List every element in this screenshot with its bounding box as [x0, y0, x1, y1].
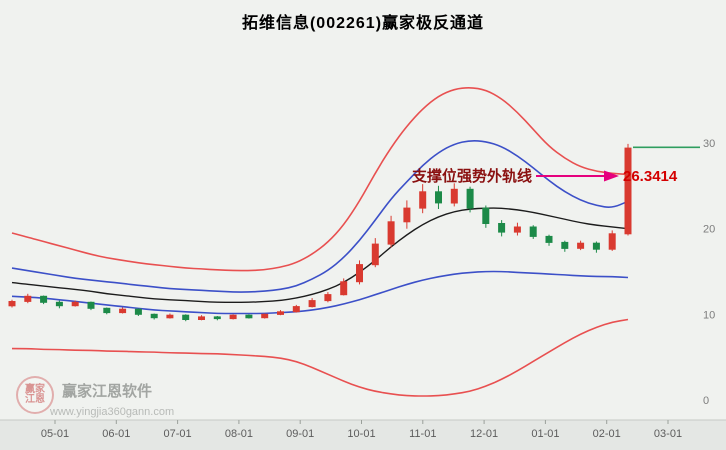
- candle: [87, 301, 95, 311]
- chart-title: 拓维信息(002261)赢家极反通道: [241, 15, 485, 32]
- candle: [277, 310, 284, 316]
- brand-logo-icon: 赢家 江恩: [16, 376, 54, 414]
- candle: [450, 183, 458, 207]
- annotation-value: 26.3414: [623, 168, 678, 185]
- x-axis-band: [0, 420, 726, 450]
- y-axis-label: 30: [703, 138, 715, 150]
- candle: [150, 313, 158, 320]
- band-inner-rail-upper: [11, 139, 629, 293]
- candle: [292, 304, 300, 313]
- x-axis-label: 02-01: [593, 428, 621, 440]
- candle: [340, 278, 348, 296]
- annotation-arrowhead: [604, 170, 619, 182]
- candle: [166, 313, 174, 319]
- candle: [308, 298, 316, 308]
- annotation-label: 支撑位强势外轨线: [411, 167, 532, 185]
- candlesticks: [8, 143, 632, 322]
- candle: [624, 143, 632, 236]
- candle: [466, 186, 474, 213]
- x-axis-label: 03-01: [654, 428, 682, 440]
- x-axis-label: 08-01: [225, 428, 253, 440]
- candle: [529, 225, 537, 239]
- y-axis-label: 10: [703, 309, 715, 321]
- candle: [119, 307, 127, 314]
- candle: [24, 293, 32, 304]
- candle: [513, 222, 521, 236]
- candle: [198, 315, 205, 321]
- candle: [482, 205, 490, 228]
- candle: [245, 314, 253, 319]
- watermark-brand: 赢家江恩软件: [62, 383, 153, 400]
- brand-logo-text-1: 赢家: [25, 383, 45, 395]
- candle: [577, 240, 585, 251]
- candle: [371, 238, 379, 268]
- annotation-group: 支撑位强势外轨线 26.3414: [411, 167, 678, 185]
- watermark: 赢家 江恩 赢家江恩软件 www.yingjia360gann.com: [16, 376, 174, 418]
- candle: [435, 185, 442, 209]
- x-axis-label: 07-01: [164, 428, 192, 440]
- x-axis-label: 12-01: [470, 428, 498, 440]
- candle: [387, 215, 395, 248]
- chart-generated-layer: 30 20 10 0 05-01 06-01 07-01 08-01 09-01 10-01 11-…: [0, 87, 726, 450]
- candle: [182, 314, 190, 322]
- watermark-url: www.yingjia360gann.com: [50, 406, 175, 418]
- candle: [561, 240, 569, 252]
- band-mid-rail: [11, 207, 629, 304]
- candle: [545, 234, 553, 246]
- x-axis-label: 11-01: [409, 428, 436, 440]
- candle: [419, 184, 427, 214]
- candle: [213, 316, 221, 321]
- candle: [592, 241, 600, 253]
- candle: [324, 292, 332, 303]
- candle: [498, 220, 506, 237]
- candle: [608, 230, 616, 251]
- candle: [403, 200, 411, 229]
- brand-logo-text-2: 江恩: [25, 394, 45, 405]
- x-axis-label: 01-01: [531, 428, 559, 440]
- candle: [40, 295, 48, 305]
- watermark-text-block: 赢家江恩软件 www.yingjia360gann.com: [50, 376, 174, 418]
- band-outer-rail-lower: [11, 318, 629, 397]
- y-axis-label: 0: [703, 395, 709, 407]
- candle: [8, 299, 16, 308]
- x-axis-label: 06-01: [102, 428, 130, 440]
- band-inner-rail-lower: [11, 270, 629, 315]
- candle: [71, 300, 79, 307]
- x-axis-label: 10-01: [347, 428, 375, 440]
- band-outer-rail-upper: [11, 87, 629, 272]
- x-axis-label: 09-01: [286, 428, 314, 440]
- candle: [356, 260, 363, 285]
- y-axis-label: 20: [703, 224, 715, 236]
- candle: [134, 308, 142, 316]
- candle: [55, 300, 63, 309]
- candle: [261, 313, 269, 319]
- x-axis-label: 05-01: [41, 428, 69, 440]
- candle: [103, 307, 111, 315]
- candle: [229, 314, 237, 320]
